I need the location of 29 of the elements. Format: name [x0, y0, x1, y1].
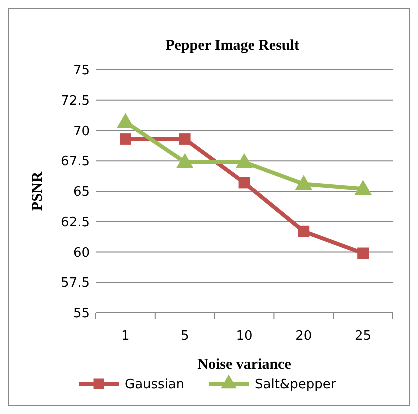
y-tick-label: 70: [73, 124, 90, 140]
point: [358, 248, 369, 260]
point: [298, 226, 310, 238]
x-tick-label: 20: [296, 329, 312, 344]
y-tick-label: 65: [73, 185, 90, 200]
y-tick-label: 75: [73, 64, 90, 79]
x-tick-label: 25: [355, 329, 372, 344]
point: [238, 177, 250, 189]
point: [120, 134, 132, 145]
y-tick-label: 57.5: [61, 276, 90, 292]
point: [354, 180, 372, 196]
y-tick-label: 55: [73, 306, 90, 322]
point: [236, 153, 254, 168]
point: [117, 113, 134, 128]
y-tick-label: 72.5: [61, 94, 90, 109]
y-tick-label: 60: [73, 246, 90, 261]
y-axis-title: PSNR: [30, 172, 46, 212]
y-tick-label: 62.5: [61, 215, 90, 230]
point: [295, 175, 313, 190]
x-tick-label: 10: [236, 329, 253, 344]
point: [179, 134, 191, 145]
legend-label: Gaussian: [125, 378, 185, 393]
x-tick-label: 5: [180, 329, 190, 344]
x-tick-label: 1: [122, 329, 130, 344]
x-axis-title: Noise variance: [198, 357, 292, 373]
point: [176, 153, 194, 168]
y-tick-label: 67.5: [61, 154, 90, 170]
chart-title: Pepper Image Result: [166, 38, 300, 54]
legend-label: Salt&pepper: [255, 378, 337, 393]
